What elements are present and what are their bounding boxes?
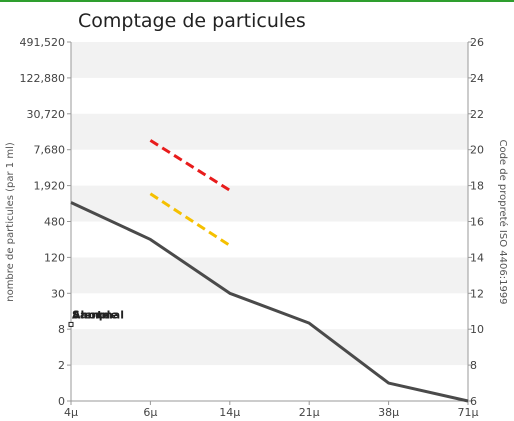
right-axis-ticks: 6 8 10 12 14 16 18 20 22 24 26 (468, 36, 484, 408)
left-tick-label: 480 (44, 216, 65, 229)
right-tick-label: 10 (470, 323, 484, 336)
x-tick-label: 71μ (458, 406, 479, 419)
x-tick-label: 14μ (219, 406, 240, 419)
legend-item-anormal: Anormal (72, 308, 124, 321)
left-tick-label: 7,680 (34, 144, 66, 157)
left-tick-label: 1,920 (34, 180, 66, 193)
left-axis-ticks: 0 2 8 30 120 480 1,920 7,680 30,720 122,880 491,52… (20, 36, 71, 408)
chart-title: Comptage de particules (78, 10, 306, 32)
right-tick-label: 26 (470, 36, 484, 49)
left-tick-label: 30 (51, 287, 65, 300)
right-tick-label: 20 (470, 144, 484, 157)
left-tick-label: 491,520 (20, 36, 66, 49)
series-layer (70, 139, 469, 403)
legend-marker (68, 321, 74, 327)
right-tick-label: 6 (470, 395, 477, 408)
legend-item-alerte: Alerte (72, 308, 110, 321)
right-tick-label: 22 (470, 108, 484, 121)
left-axis-label: nombre de particules (par 1 ml) (5, 142, 16, 302)
grid-band (71, 185, 468, 222)
left-tick-label: 8 (58, 323, 65, 336)
right-tick-label: 18 (470, 180, 484, 193)
grid-band (71, 113, 468, 150)
top-accent-line (0, 0, 514, 2)
left-tick-label: 120 (44, 251, 65, 264)
series-line-sample (70, 201, 469, 403)
left-tick-label: 0 (58, 395, 65, 408)
x-tick-label: 4μ (64, 406, 78, 419)
right-tick-label: 24 (470, 72, 484, 85)
legend-item-sample: Sample (72, 308, 118, 321)
right-tick-label: 8 (470, 359, 477, 372)
grid-bands (71, 42, 468, 366)
left-tick-label: 122,880 (20, 72, 66, 85)
grid-band (71, 329, 468, 366)
left-tick-label: 30,720 (27, 108, 66, 121)
right-tick-label: 12 (470, 287, 484, 300)
left-tick-label: 2 (58, 359, 65, 372)
right-tick-label: 16 (470, 216, 484, 229)
x-axis-ticks: 4μ 6μ 14μ 21μ 38μ 71μ (64, 401, 479, 419)
x-tick-label: 21μ (299, 406, 320, 419)
series-line-alerte (149, 192, 231, 247)
right-tick-label: 14 (470, 251, 484, 264)
x-tick-label: 6μ (143, 406, 157, 419)
grid-band (71, 42, 468, 78)
series-line-anormal (149, 139, 231, 192)
x-tick-label: 38μ (378, 406, 399, 419)
right-axis-label: Code de propreté ISO 4406:1999 (497, 139, 509, 304)
grid-band (71, 257, 468, 294)
